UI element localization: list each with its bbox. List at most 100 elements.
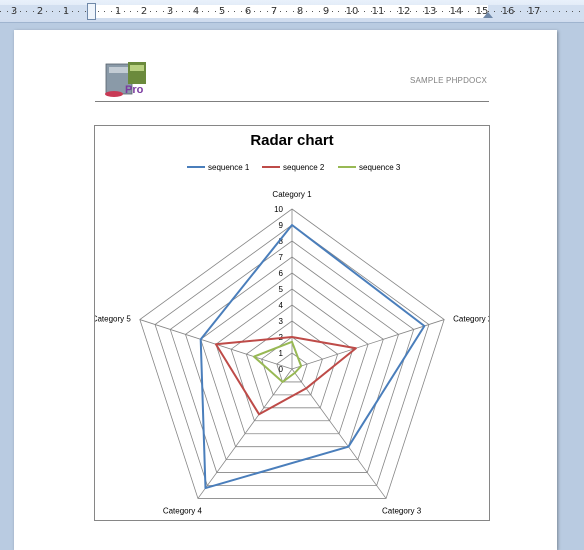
ruler-number: 3 <box>166 6 174 17</box>
radar-series-line <box>252 340 303 383</box>
ruler-tick <box>273 11 274 12</box>
ruler-tick <box>540 11 541 12</box>
radar-grid-ring <box>215 288 369 435</box>
ruler-tick <box>39 11 40 12</box>
ruler-tick <box>163 11 164 12</box>
ruler-tick <box>533 11 534 12</box>
chart-legend: sequence 1 sequence 2 sequence 3 <box>95 163 489 175</box>
ruler-tick <box>572 11 573 12</box>
ruler-tick <box>221 11 222 12</box>
ruler-tick <box>559 11 560 12</box>
legend-item: sequence 3 <box>338 163 400 172</box>
ruler-tick <box>143 11 144 12</box>
ruler-tick <box>384 11 385 12</box>
ruler-tick <box>403 11 404 12</box>
ruler-number: 12 <box>397 6 411 17</box>
legend-label: sequence 3 <box>359 163 401 172</box>
ruler-tick <box>488 11 489 12</box>
ruler-number: 16 <box>501 6 515 17</box>
ruler-tick <box>254 11 255 12</box>
ruler-tick <box>390 11 391 12</box>
ruler-right-margin <box>488 5 584 18</box>
radar-grid-ring <box>185 256 399 461</box>
ruler-tick <box>468 11 469 12</box>
radar-grid-ring <box>169 240 415 473</box>
ruler-tick <box>319 11 320 12</box>
ruler-tick <box>371 11 372 12</box>
ruler-tick <box>46 11 47 12</box>
ruler-number: 15 <box>475 6 489 17</box>
ruler-number: 8 <box>296 6 304 17</box>
radar-grid-ring <box>154 224 430 486</box>
ruler-tick <box>377 11 378 12</box>
ruler-tick <box>462 11 463 12</box>
ruler-number: 2 <box>36 6 44 17</box>
first-line-indent-marker[interactable] <box>87 3 96 20</box>
ruler-tick <box>260 11 261 12</box>
radar-grid-ring <box>261 336 323 396</box>
ruler-tick <box>124 11 125 12</box>
ruler-tick <box>527 11 528 12</box>
ruler-tick <box>176 11 177 12</box>
ruler-tick <box>312 11 313 12</box>
ruler-tick <box>182 11 183 12</box>
ruler-number: 4 <box>192 6 200 17</box>
ruler-tick <box>436 11 437 12</box>
legend-swatch <box>187 165 205 168</box>
ruler-number: 9 <box>322 6 330 17</box>
ruler-tick <box>33 11 34 12</box>
ruler-tick <box>72 11 73 12</box>
phpdocx-logo: Pro <box>105 62 146 97</box>
right-indent-marker[interactable] <box>483 12 493 18</box>
ruler-tick <box>241 11 242 12</box>
ruler-tick <box>429 11 430 12</box>
ruler-tick <box>481 11 482 12</box>
ruler-tick <box>286 11 287 12</box>
radar-series-line <box>199 224 426 490</box>
ruler-tick <box>150 11 151 12</box>
ruler-tick <box>111 11 112 12</box>
ruler-tick <box>85 11 86 12</box>
ruler-tick <box>546 11 547 12</box>
radar-chart[interactable]: Radar chart sequence 1 sequence 2 sequence… <box>94 125 490 521</box>
ruler-tick <box>410 11 411 12</box>
ruler-tick <box>325 11 326 12</box>
legend-swatch <box>338 165 356 168</box>
ruler-tick <box>293 11 294 12</box>
ruler-tick <box>7 11 8 12</box>
ruler-tick <box>579 11 580 12</box>
ruler-tick <box>98 11 99 12</box>
ruler-number: 17 <box>527 6 541 17</box>
ruler-tick <box>13 11 14 12</box>
legend-swatch <box>262 165 280 168</box>
ruler-number: 3 <box>10 6 18 17</box>
ruler-tick <box>189 11 190 12</box>
ruler-tick <box>345 11 346 12</box>
ruler-tick <box>195 11 196 12</box>
radar-tick-label: 9 <box>279 221 284 230</box>
ruler-tick <box>299 11 300 12</box>
ruler-number: 7 <box>270 6 278 17</box>
horizontal-ruler[interactable]: 3 2 1 1 2 3 4 5 6 7 8 9 10 11 12 13 14 15 16 17 <box>0 0 584 23</box>
ruler-number: 11 <box>371 6 385 17</box>
ruler-tick <box>65 11 66 12</box>
radar-grid-ring <box>276 352 308 383</box>
ruler-tick <box>137 11 138 12</box>
ruler-tick <box>494 11 495 12</box>
ruler-tick <box>202 11 203 12</box>
radar-tick-label: 0 <box>279 365 284 374</box>
document-page[interactable]: Pro SAMPLE PHPDOCX Radar chart sequence … <box>14 30 557 550</box>
radar-spoke <box>291 319 445 370</box>
ruler-tick <box>416 11 417 12</box>
radar-grid-ring <box>245 320 339 409</box>
ruler-tick <box>449 11 450 12</box>
radar-tick-label: 8 <box>279 237 284 246</box>
ruler-tick <box>267 11 268 12</box>
ruler-tick <box>52 11 53 12</box>
radar-category-label: Category 3 <box>382 506 422 515</box>
ruler-tick <box>351 11 352 12</box>
ruler-number: 6 <box>244 6 252 17</box>
header-divider <box>95 101 489 102</box>
radar-category-label: Category 4 <box>163 506 203 515</box>
ruler-tick <box>332 11 333 12</box>
